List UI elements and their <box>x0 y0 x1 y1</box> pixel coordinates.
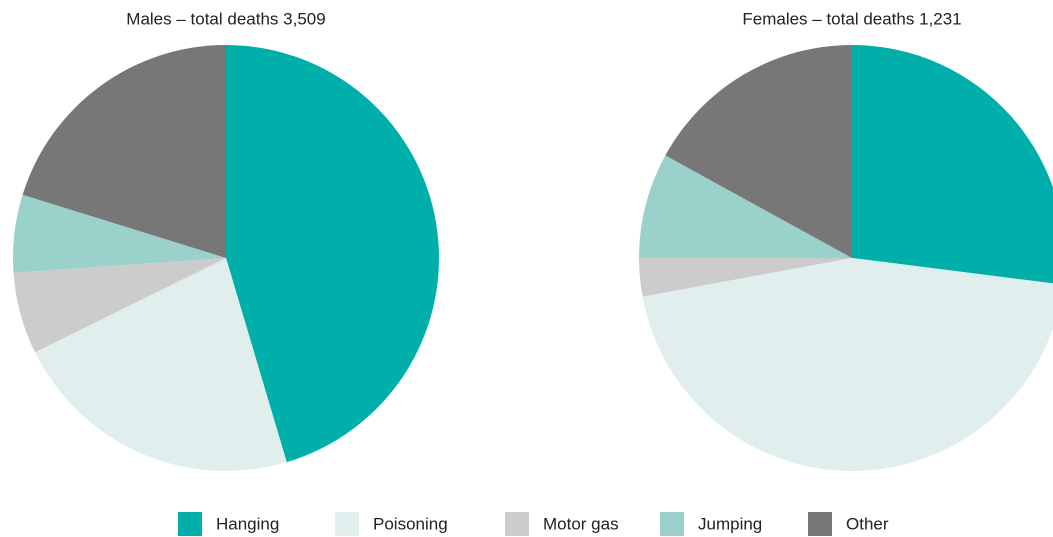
pie-slice <box>852 45 1053 284</box>
legend-swatch <box>178 512 202 536</box>
legend-swatch <box>505 512 529 536</box>
legend-label: Poisoning <box>373 514 448 533</box>
legend-label: Other <box>846 514 889 533</box>
pie-slice <box>639 258 852 297</box>
chart-title: Females – total deaths 1,231 <box>742 9 961 28</box>
legend-label: Motor gas <box>543 514 619 533</box>
pie-slice <box>226 45 439 463</box>
pie-slice <box>35 258 287 471</box>
pie-slice <box>22 45 227 258</box>
pie-slice <box>13 258 227 353</box>
pie-slice <box>12 194 226 273</box>
legend-swatch <box>335 512 359 536</box>
legend-swatch <box>808 512 832 536</box>
legend-swatch <box>660 512 684 536</box>
pie-slice <box>665 45 852 258</box>
legend-label: Hanging <box>216 514 279 533</box>
pie-slice <box>642 258 1053 471</box>
chart-title: Males – total deaths 3,509 <box>126 9 325 28</box>
legend-label: Jumping <box>698 514 762 533</box>
pie-slice <box>639 155 852 258</box>
